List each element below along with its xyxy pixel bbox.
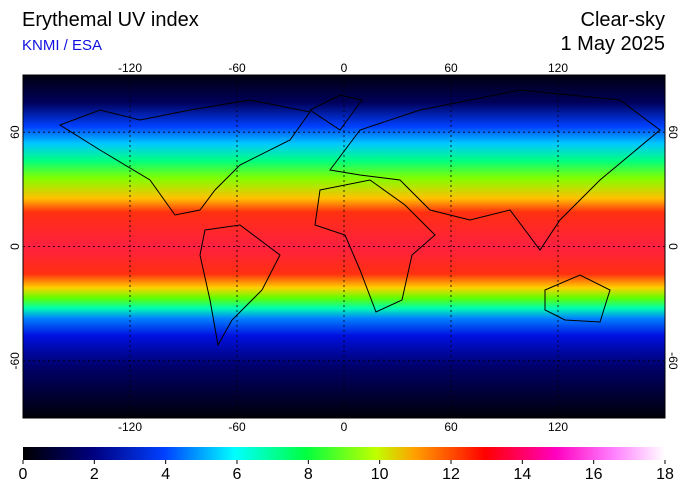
eurasia bbox=[329, 89, 661, 251]
colorbar-tick-label: 18 bbox=[656, 466, 674, 483]
colorbar-tick-label: 10 bbox=[371, 466, 389, 483]
lat-tick-label: 60 bbox=[666, 125, 680, 139]
africa bbox=[314, 179, 436, 313]
lon-tick-label: 60 bbox=[444, 420, 458, 434]
greenland bbox=[309, 94, 363, 131]
lon-tick-label: -60 bbox=[228, 61, 246, 75]
title: Erythemal UV index bbox=[22, 9, 199, 31]
lon-tick-label: 0 bbox=[341, 420, 348, 434]
north-america bbox=[58, 99, 311, 216]
lat-tick-label: 0 bbox=[666, 243, 680, 250]
lat-tick-label: -60 bbox=[8, 352, 22, 370]
date: 1 May 2025 bbox=[560, 33, 665, 55]
colorbar-tick-label: 14 bbox=[513, 466, 531, 483]
lon-tick-label: -120 bbox=[118, 61, 142, 75]
lat-tick-label: 0 bbox=[8, 243, 22, 250]
lon-tick-label: -120 bbox=[118, 420, 142, 434]
lon-tick-label: 0 bbox=[341, 61, 348, 75]
coastlines bbox=[58, 89, 661, 347]
south-america bbox=[199, 224, 281, 347]
colorbar-tick-label: 2 bbox=[90, 466, 99, 483]
colorbar-tick-label: 8 bbox=[304, 466, 313, 483]
colorbar bbox=[23, 447, 665, 460]
source: KNMI / ESA bbox=[22, 37, 102, 54]
colorbar-tick-label: 6 bbox=[233, 466, 242, 483]
lon-tick-label: 120 bbox=[548, 61, 568, 75]
sky-condition: Clear-sky bbox=[581, 9, 665, 31]
lon-tick-label: 120 bbox=[548, 420, 568, 434]
lon-tick-label: -60 bbox=[228, 420, 246, 434]
colorbar-tick-label: 12 bbox=[442, 466, 460, 483]
lat-tick-label: 60 bbox=[8, 125, 22, 139]
colorbar-tick-label: 16 bbox=[585, 466, 603, 483]
lat-tick-label: -60 bbox=[666, 352, 680, 370]
australia bbox=[544, 274, 611, 323]
colorbar-tick-label: 4 bbox=[161, 466, 170, 483]
lon-tick-label: 60 bbox=[444, 61, 458, 75]
colorbar-tick-label: 0 bbox=[19, 466, 28, 483]
